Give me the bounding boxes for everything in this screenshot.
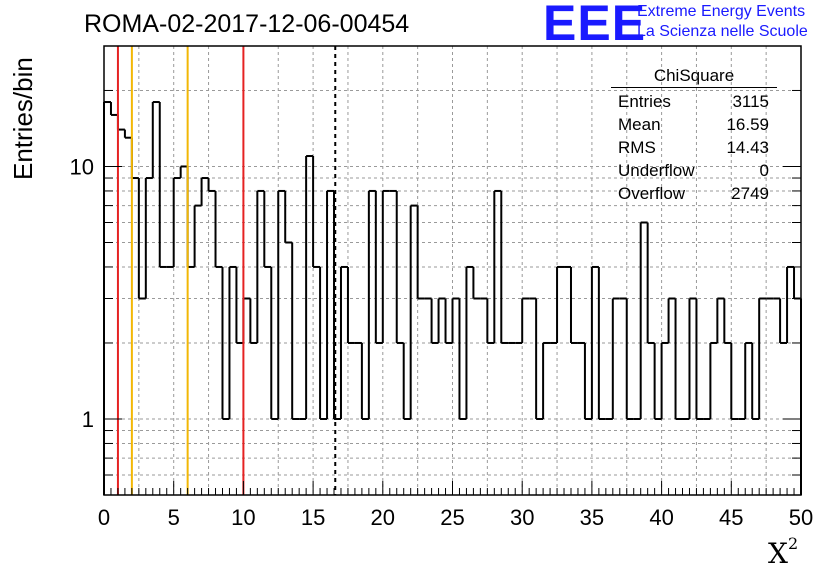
reference-lines (116, 46, 337, 495)
x-tick-label: 25 (440, 505, 464, 530)
x-tick-label: 0 (98, 505, 110, 530)
grid-lines (104, 46, 801, 495)
stats-row-underflow: Underflow 0 (611, 159, 777, 182)
stats-title: ChiSquare (611, 66, 777, 88)
y-tick-label: 1 (82, 407, 94, 432)
y-tick-label: 10 (70, 154, 94, 179)
logo-tagline-2: La Scienza nelle Scuole (637, 23, 808, 40)
stats-label: Underflow (618, 161, 695, 180)
tick-labels: 0 5 10 15 20 25 30 35 40 45 50 1 10 (70, 154, 814, 530)
x-tick-label: 45 (719, 505, 743, 530)
stats-row-entries: Entries 3115 (611, 90, 777, 113)
chart-title: ROMA-02-2017-12-06-00454 (84, 10, 410, 38)
stats-value: 0 (759, 161, 769, 180)
x-tick-label: 35 (580, 505, 604, 530)
stats-row-rms: RMS 14.43 (611, 136, 777, 159)
stats-value: 2749 (731, 184, 769, 203)
stats-value: 3115 (732, 92, 769, 111)
x-tick-label: 40 (649, 505, 673, 530)
x-tick-label: 20 (371, 505, 395, 530)
stats-value: 14.43 (726, 138, 769, 157)
stats-value: 16.59 (726, 115, 769, 134)
x-tick-label: 5 (168, 505, 180, 530)
x-tick-label: 30 (510, 505, 534, 530)
x-tick-label: 10 (231, 505, 255, 530)
x-tick-label: 50 (789, 505, 813, 530)
stats-label: Entries (618, 92, 671, 111)
stats-label: Mean (618, 115, 661, 134)
stats-label: Overflow (618, 184, 686, 203)
stats-label: RMS (618, 138, 656, 157)
x-axis-label: X2 (768, 533, 799, 570)
axes (103, 45, 802, 496)
logo-tagline-1: Extreme Energy Events (637, 3, 806, 20)
stats-box: ChiSquare Entries 3115 Mean 16.59 RMS 14.43… (611, 66, 777, 205)
stats-row-mean: Mean 16.59 (611, 113, 777, 136)
stats-row-overflow: Overflow 2749 (611, 182, 777, 205)
eee-logo: EEE (543, 0, 647, 51)
x-tick-label: 15 (301, 505, 325, 530)
